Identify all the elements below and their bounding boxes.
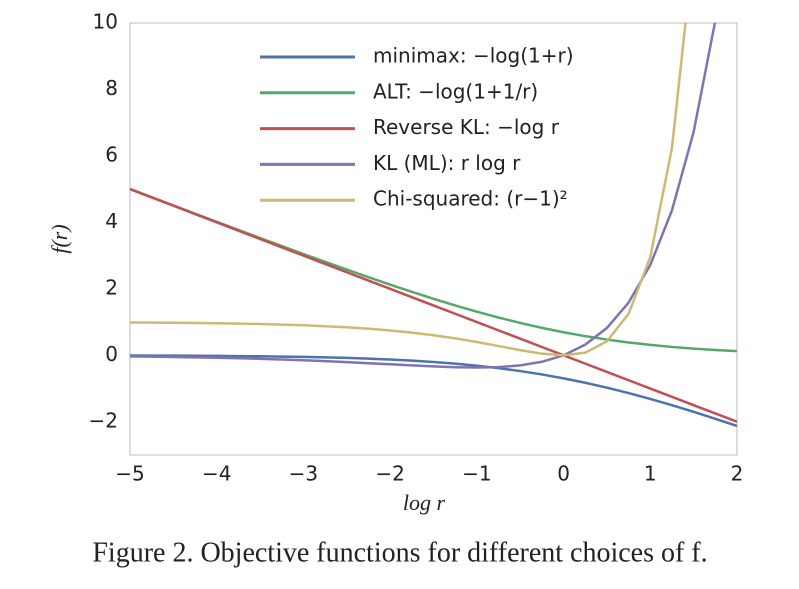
y-tick-label: −2 — [89, 408, 118, 432]
y-tick-label: 2 — [105, 275, 118, 299]
x-tick-label: −3 — [289, 462, 318, 486]
y-axis-label: f(r) — [47, 224, 72, 253]
x-tick-label: −2 — [375, 462, 404, 486]
series-line — [130, 187, 737, 423]
y-tick-label: 10 — [93, 10, 118, 34]
series-line — [130, 354, 737, 428]
x-axis-label: log r — [403, 490, 446, 515]
series-line — [130, 23, 717, 369]
x-tick-label: −5 — [115, 462, 144, 486]
legend-label: Chi-squared: (r−1)² — [373, 187, 568, 211]
legend-label: Reverse KL: −log r — [373, 115, 560, 139]
caption: Figure 2. Objective functions for differ… — [92, 537, 707, 568]
y-tick-label: 4 — [105, 209, 118, 233]
legend-label: ALT: −log(1+1/r) — [373, 79, 538, 103]
x-tick-label: 0 — [557, 462, 570, 486]
legend-label: KL (ML): r log r — [373, 151, 521, 175]
x-tick-label: −1 — [462, 462, 491, 486]
y-tick-label: 8 — [105, 76, 118, 100]
x-tick-label: 1 — [644, 462, 657, 486]
legend-label: minimax: −log(1+r) — [373, 44, 574, 68]
series-line — [130, 23, 687, 357]
x-tick-label: 2 — [731, 462, 744, 486]
lines — [130, 23, 737, 428]
y-tick-label: 0 — [105, 342, 118, 366]
y-tick-label: 6 — [105, 142, 118, 166]
x-tick-label: −4 — [202, 462, 231, 486]
